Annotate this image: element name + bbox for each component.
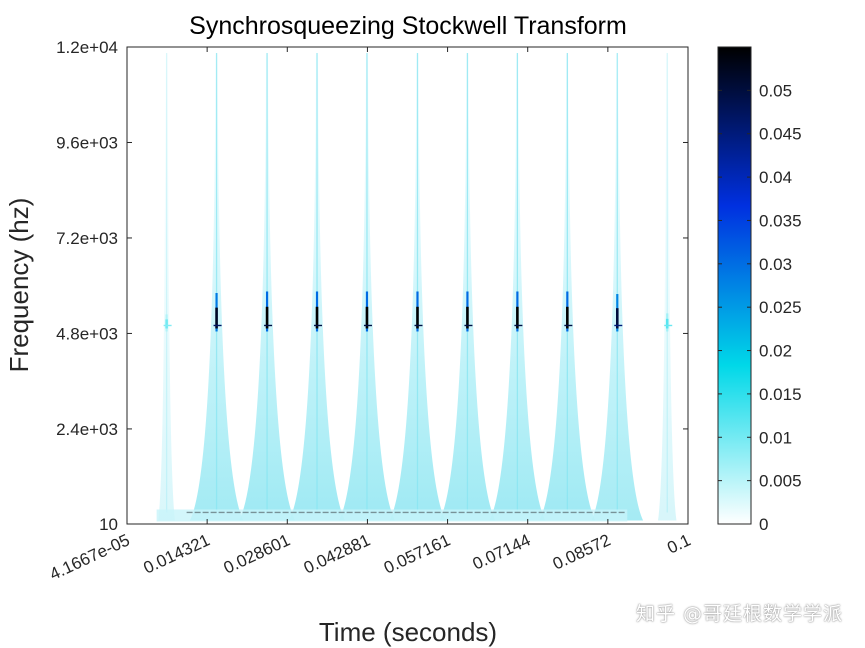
pulse-7 (439, 53, 496, 521)
x-tick-label: 0.08572 (550, 530, 614, 573)
x-tick-label: 0.057161 (381, 530, 453, 577)
pulse-4 (289, 53, 346, 521)
colorbar-tick-label: 0.03 (759, 255, 792, 274)
colorbar-tick-label: 0.015 (759, 385, 802, 404)
x-tick-label: 0.1 (664, 530, 693, 557)
colorbar-tick-label: 0.04 (759, 168, 792, 187)
pulse-9 (539, 53, 596, 521)
colorbar-tick-label: 0.035 (759, 211, 802, 230)
colorbar-tick-label: 0.05 (759, 81, 792, 100)
pulse-11 (657, 53, 677, 521)
axes-frame (126, 46, 689, 525)
y-tick-label: 2.4e+03 (56, 420, 118, 439)
colorbar-tick-label: 0.045 (759, 125, 802, 144)
watermark: 知乎 @哥廷根数学学派 (635, 603, 843, 625)
pulse-10 (591, 53, 644, 521)
colorbar-tick-label: 0.025 (759, 298, 802, 317)
y-tick-label: 9.6e+03 (56, 133, 118, 152)
y-axis-label: Frequency (hz) (4, 198, 34, 373)
y-tick-label: 10 (99, 515, 118, 534)
x-axis-label: Time (seconds) (319, 617, 497, 647)
pulse-1 (158, 53, 175, 521)
x-tick-label: 4.1667e-05 (47, 530, 133, 584)
x-tick-label: 0.042881 (301, 530, 373, 577)
pulse-8 (489, 53, 546, 521)
colorbar-tick-label: 0.02 (759, 342, 792, 361)
colorbar: 0 0.005 0.01 0.015 0.02 0.025 0.03 0.035 0.04 0.0… (717, 46, 802, 534)
pulse-5 (338, 53, 395, 521)
y-tick-label: 1.2e+04 (56, 38, 118, 57)
colorbar-frame (717, 46, 752, 525)
colorbar-tick-label: 0.01 (759, 428, 792, 447)
baseline-band (156, 509, 628, 522)
pulse-6 (389, 53, 446, 521)
pulse-2 (189, 53, 244, 521)
chart-title: Synchrosqueezing Stockwell Transform (189, 12, 627, 40)
x-tick-label: 0.014321 (141, 530, 213, 577)
y-tick-label: 7.2e+03 (56, 229, 118, 248)
colorbar-tick-label: 0.005 (759, 472, 802, 491)
plot-area (127, 47, 688, 524)
x-tick-label: 0.028601 (221, 530, 293, 577)
x-tick-label: 0.07144 (470, 530, 534, 573)
colorbar-tick-label: 0 (759, 515, 768, 534)
y-axis: 10 2.4e+03 4.8e+03 7.2e+03 9.6e+03 1.2e+04 (56, 38, 688, 534)
pulse-3 (239, 53, 296, 521)
colorbar-gradient (718, 47, 751, 524)
y-tick-label: 4.8e+03 (56, 324, 118, 343)
